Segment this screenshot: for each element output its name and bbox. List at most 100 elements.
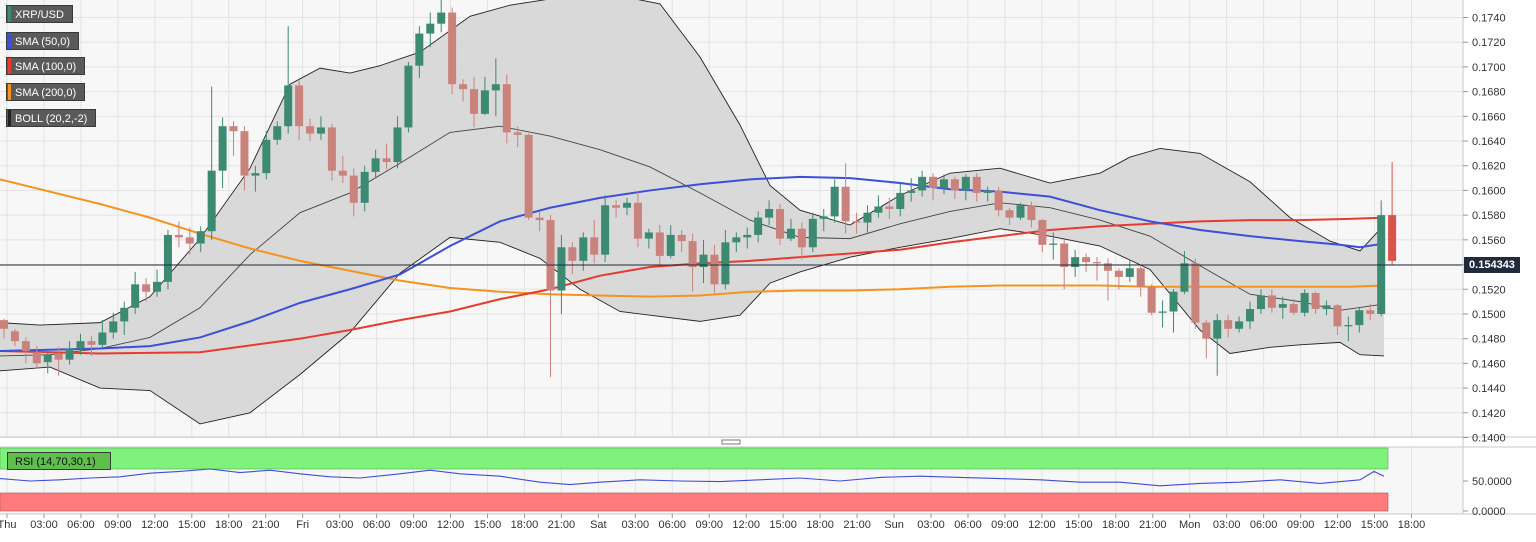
candle-body: [852, 221, 861, 223]
candle-body: [1038, 220, 1047, 245]
candle-body: [535, 217, 544, 221]
candle-body: [961, 176, 970, 191]
candle-body: [896, 192, 905, 209]
price-tick-label: 0.1640: [1472, 136, 1506, 148]
candle-body: [1005, 210, 1014, 218]
candle-body: [513, 132, 522, 135]
candle-body: [207, 170, 216, 232]
time-tick-label: 12:00: [1028, 519, 1056, 531]
candle-body: [699, 254, 708, 268]
candle-body: [1147, 286, 1156, 313]
candle-body: [1027, 205, 1036, 221]
candle-body: [459, 84, 468, 90]
time-tick-label: 18:00: [215, 519, 243, 531]
candle-body: [743, 234, 752, 238]
candle-body: [1366, 310, 1375, 314]
candle-body: [491, 84, 500, 91]
time-tick-label: 15:00: [474, 519, 502, 531]
candle-body: [502, 84, 511, 133]
candle-body: [382, 158, 391, 163]
candle-body: [404, 65, 413, 128]
candle-body: [655, 232, 664, 256]
time-tick-label: 09:00: [104, 519, 132, 531]
candle-body: [1071, 257, 1080, 268]
price-tick-label: 0.1440: [1472, 383, 1506, 395]
price-tick-label: 0.1600: [1472, 185, 1506, 197]
time-tick-label: 03:00: [326, 519, 354, 531]
boll-band-fill: [0, 0, 1384, 424]
legend-sma200[interactable]: SMA (200,0): [6, 83, 86, 101]
candle-body: [1311, 292, 1320, 310]
time-tick-label: 18:00: [511, 519, 539, 531]
candle-body: [437, 12, 446, 24]
price-tick-label: 0.1700: [1472, 62, 1506, 74]
rsi-overbought-zone: [0, 447, 1389, 470]
time-tick-label: 15:00: [1361, 519, 1389, 531]
legend-symbol-label: XRP/USD: [15, 9, 64, 21]
rsi-tick-label: 0.0000: [1472, 506, 1506, 518]
rsi-line: [0, 468, 1385, 487]
time-tick-label: Sat: [590, 519, 607, 531]
candle-body: [1256, 295, 1265, 310]
time-tick-label: 06:00: [67, 519, 95, 531]
time-tick-label: 18:00: [1102, 519, 1130, 531]
candle-body: [590, 237, 599, 255]
candle-body: [469, 89, 478, 114]
candle-body: [448, 12, 457, 85]
candle-body: [819, 216, 828, 219]
legend-symbol[interactable]: XRP/USD: [6, 5, 73, 23]
legend-boll-label: BOLL (20,2,-2): [15, 113, 88, 125]
candle-body: [633, 202, 642, 239]
time-tick-label: 09:00: [400, 519, 428, 531]
candle-body: [1355, 310, 1364, 326]
boll-swatch: [8, 110, 11, 126]
candle-body: [1125, 268, 1134, 277]
time-tick-label: 06:00: [1250, 519, 1278, 531]
candle-body: [32, 352, 41, 364]
time-tick-label: 12:00: [732, 519, 760, 531]
candle-body: [1267, 295, 1276, 308]
candle-body: [251, 173, 260, 176]
candle-body: [109, 321, 118, 333]
rsi-axis: 50.0000 0.0000: [1463, 476, 1512, 518]
candle-body: [185, 237, 194, 244]
candle-body: [972, 176, 981, 193]
candle-body: [65, 348, 74, 360]
time-tick-label: 21:00: [1139, 519, 1167, 531]
legend-sma50-label: SMA (50,0): [15, 36, 71, 48]
candle-body: [841, 186, 850, 222]
candle-body: [983, 190, 992, 193]
candle-body: [710, 254, 719, 285]
resize-handle[interactable]: [721, 439, 741, 445]
candle-body: [415, 33, 424, 66]
candle-body: [568, 247, 577, 261]
time-tick-label: 09:00: [1287, 519, 1315, 531]
sma200-swatch: [8, 84, 11, 100]
candle-body: [1289, 304, 1298, 313]
legend-sma100[interactable]: SMA (100,0): [6, 57, 86, 75]
price-tick-label: 0.1420: [1472, 408, 1506, 420]
candle-body: [1322, 305, 1331, 310]
candle-body: [10, 331, 19, 342]
price-tick-label: 0.1580: [1472, 210, 1506, 222]
candle-body: [950, 179, 959, 191]
legend-rsi[interactable]: RSI (14,70,30,1): [7, 452, 111, 470]
price-tick-label: 0.1480: [1472, 334, 1506, 346]
candle-body: [754, 217, 763, 235]
time-tick-label: 12:00: [437, 519, 465, 531]
rsi-oversold-zone: [0, 492, 1389, 512]
candle-body: [1202, 322, 1211, 339]
legend-boll[interactable]: BOLL (20,2,-2): [6, 109, 97, 127]
candle-body: [874, 206, 883, 213]
legend-sma50[interactable]: SMA (50,0): [6, 32, 80, 50]
rsi-zones: [0, 447, 1389, 512]
candle-body: [929, 176, 938, 188]
time-tick-label: 12:00: [141, 519, 169, 531]
candle-body: [797, 228, 806, 248]
legend-rsi-label: RSI (14,70,30,1): [15, 456, 96, 468]
candle-body: [776, 208, 785, 239]
sma100-line: [0, 216, 1385, 355]
candle-body: [1213, 320, 1222, 339]
candle-body: [786, 228, 795, 239]
candle-body: [163, 234, 172, 282]
